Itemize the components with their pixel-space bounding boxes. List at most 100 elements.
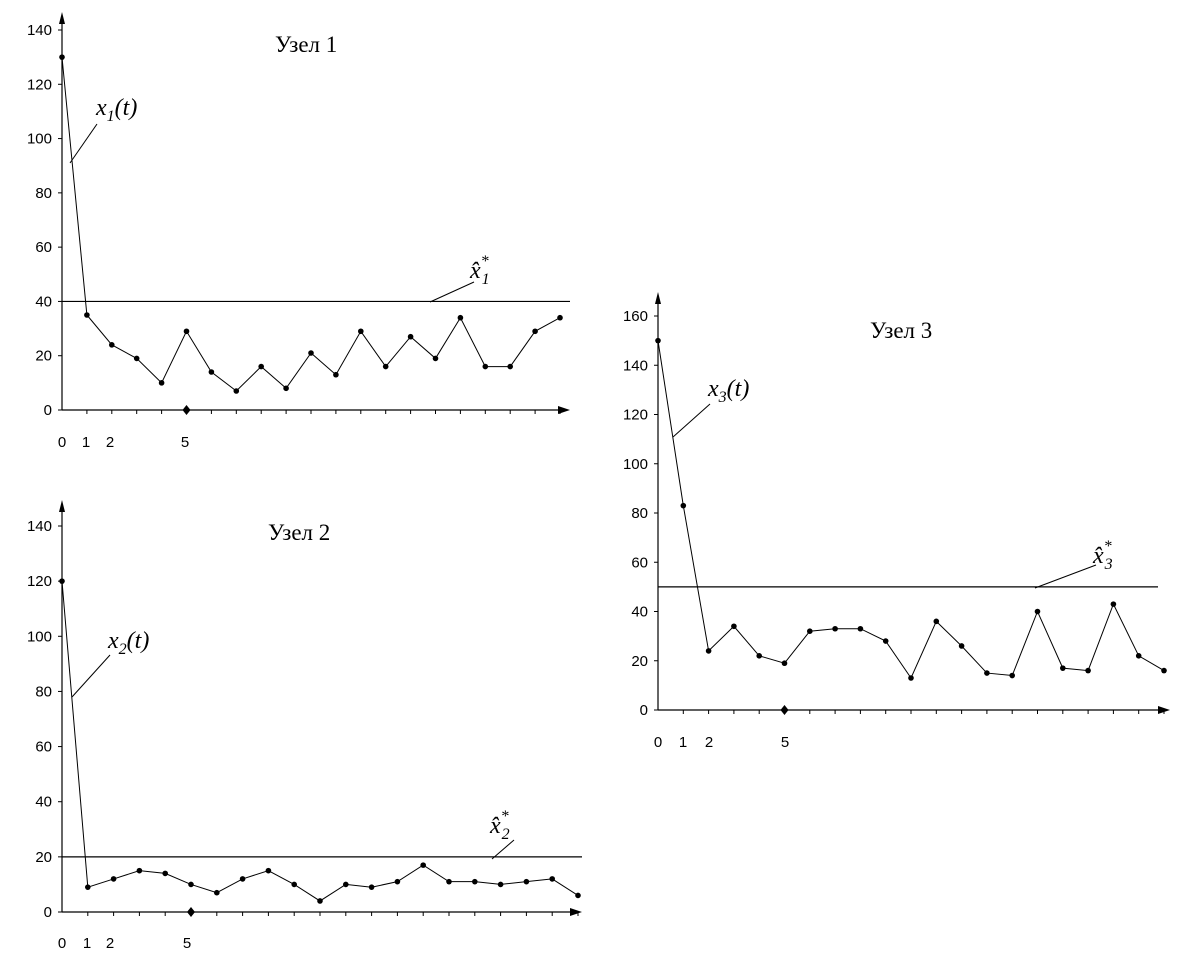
data-point bbox=[984, 670, 990, 676]
data-point bbox=[333, 371, 339, 378]
series-label-sub: 1 bbox=[107, 108, 115, 125]
x-axis-arrow bbox=[570, 908, 582, 916]
data-point bbox=[497, 881, 504, 888]
y-tick-label: 140 bbox=[27, 22, 52, 39]
series-label-leader bbox=[69, 123, 98, 164]
data-point bbox=[283, 385, 289, 392]
data-point bbox=[507, 363, 513, 370]
data-point bbox=[308, 350, 314, 356]
y-tick-label: 20 bbox=[35, 849, 52, 866]
data-point bbox=[472, 878, 478, 885]
data-point bbox=[1034, 608, 1041, 615]
y-tick-label: 80 bbox=[35, 683, 52, 700]
y-axis-arrow bbox=[59, 500, 65, 512]
data-point bbox=[680, 502, 687, 509]
y-tick-label: 60 bbox=[35, 239, 52, 256]
threshold-label-leader bbox=[491, 839, 515, 860]
data-point bbox=[317, 898, 323, 904]
x-tick-label: 5 bbox=[183, 935, 191, 952]
x-tick-label: 5 bbox=[181, 434, 189, 451]
data-point bbox=[407, 333, 414, 340]
data-point bbox=[183, 328, 190, 335]
data-point bbox=[523, 878, 530, 885]
series-label-sub: 2 bbox=[119, 641, 127, 658]
data-point bbox=[705, 648, 712, 654]
data-point bbox=[807, 628, 813, 634]
series-label: x2(t) bbox=[107, 628, 149, 658]
y-tick-label: 20 bbox=[631, 653, 648, 670]
data-point bbox=[857, 625, 864, 632]
y-tick-label: 60 bbox=[35, 739, 52, 756]
y-tick-label: 120 bbox=[27, 573, 52, 590]
threshold-label-sup: * bbox=[501, 808, 509, 825]
data-point bbox=[446, 878, 452, 885]
x-tick-label: 1 bbox=[82, 434, 90, 451]
threshold-label-base: x̂ bbox=[469, 258, 481, 284]
y-tick-label: 80 bbox=[35, 185, 52, 202]
data-point bbox=[343, 881, 349, 888]
data-point bbox=[110, 876, 117, 882]
data-point bbox=[258, 363, 265, 370]
data-point bbox=[158, 380, 165, 386]
data-point bbox=[208, 369, 215, 375]
series-label-leader bbox=[71, 654, 111, 698]
data-point bbox=[85, 884, 91, 890]
y-tick-label: 120 bbox=[27, 76, 52, 93]
data-point bbox=[549, 876, 555, 882]
data-point bbox=[162, 870, 168, 877]
series-label: x3(t) bbox=[707, 376, 749, 406]
threshold-label-leader bbox=[1034, 564, 1097, 589]
series-label-sub: 3 bbox=[718, 389, 727, 406]
x-tick-label: 0 bbox=[58, 935, 66, 952]
threshold-label-base: x̂ bbox=[1092, 543, 1104, 569]
data-point bbox=[1060, 665, 1066, 671]
series-label: x1(t) bbox=[95, 95, 137, 125]
data-point bbox=[59, 578, 65, 584]
threshold-label: x̂* 2 bbox=[489, 808, 510, 843]
data-point bbox=[133, 355, 140, 362]
y-tick-label: 100 bbox=[27, 628, 52, 645]
x-axis-marker bbox=[187, 907, 195, 917]
data-point bbox=[420, 862, 427, 868]
y-tick-label: 0 bbox=[44, 402, 52, 419]
data-point bbox=[382, 363, 389, 370]
data-point bbox=[457, 314, 464, 321]
y-tick-label: 100 bbox=[27, 131, 52, 148]
y-axis-arrow bbox=[655, 292, 661, 304]
data-point bbox=[394, 878, 401, 885]
series-label-arg: (t) bbox=[127, 628, 150, 654]
threshold-label-sub: 3 bbox=[1104, 556, 1113, 573]
x-axis-marker bbox=[780, 705, 789, 715]
series-label-base: x bbox=[107, 628, 119, 654]
y-tick-label: 140 bbox=[27, 518, 52, 535]
data-point bbox=[756, 653, 762, 659]
x-tick-label: 1 bbox=[679, 734, 687, 751]
data-point bbox=[482, 363, 489, 370]
data-point bbox=[59, 54, 65, 60]
data-point bbox=[1009, 672, 1015, 679]
data-point bbox=[368, 884, 375, 890]
data-point bbox=[291, 881, 298, 888]
x-tick-label: 1 bbox=[83, 935, 91, 952]
y-tick-label: 0 bbox=[44, 904, 52, 921]
data-point bbox=[1085, 667, 1091, 674]
data-point bbox=[882, 638, 889, 644]
y-tick-label: 20 bbox=[35, 348, 52, 365]
x-tick-label: 2 bbox=[106, 434, 114, 451]
x-tick-label: 2 bbox=[705, 734, 713, 751]
data-point bbox=[358, 328, 364, 335]
data-point bbox=[1161, 667, 1167, 674]
data-point bbox=[557, 314, 563, 321]
y-tick-label: 40 bbox=[35, 794, 52, 811]
threshold-label-base: x̂ bbox=[489, 813, 501, 839]
series-label-base: x bbox=[707, 376, 719, 402]
series-label-arg: (t) bbox=[727, 376, 750, 402]
data-point bbox=[432, 355, 439, 362]
data-point bbox=[781, 660, 788, 667]
y-tick-label: 40 bbox=[631, 604, 648, 621]
y-tick-label: 160 bbox=[623, 308, 648, 325]
x-axis-marker bbox=[182, 405, 191, 415]
